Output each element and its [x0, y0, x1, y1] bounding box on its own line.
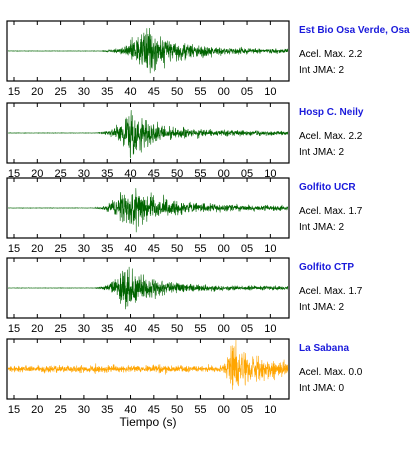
x-tick-label: 00	[218, 323, 230, 335]
x-tick-label: 25	[54, 323, 66, 335]
waveform-trace	[8, 110, 288, 159]
x-tick-label: 30	[78, 404, 90, 416]
panel-frame	[6, 338, 290, 400]
x-tick-label: 05	[241, 168, 253, 180]
x-tick-label: 50	[171, 86, 183, 98]
x-tick-label: 45	[148, 168, 160, 180]
panel-2: 15 20 25 30 35 40 45 50 55 00 05 10 Hosp C. Neily Ace…	[6, 102, 364, 180]
x-tick-label: 45	[148, 323, 160, 335]
x-tick-label: 00	[218, 168, 230, 180]
panel-frame	[6, 177, 290, 239]
x-tick-label: 00	[218, 404, 230, 416]
x-tick-label: 20	[31, 86, 43, 98]
waveform-trace	[8, 340, 288, 390]
x-tick-label: 05	[241, 86, 253, 98]
x-tick-label: 30	[78, 243, 90, 255]
panel-frame	[6, 20, 290, 82]
x-tick-label: 55	[194, 404, 206, 416]
panel-frame	[6, 257, 290, 319]
x-tick-label: 05	[241, 404, 253, 416]
max-accel-label: Acel. Max. 2.2	[299, 131, 363, 142]
x-tick-label: 15	[8, 168, 20, 180]
max-accel-label: Acel. Max. 1.7	[299, 206, 363, 217]
x-tick-label: 35	[101, 404, 113, 416]
station-name: Est Bio Osa Verde, Osa	[299, 25, 410, 36]
x-tick-label: 50	[171, 323, 183, 335]
waveform-trace	[8, 188, 288, 233]
panels-layer: 15 20 25 30 35 40 45 50 55 00 05 10 Est Bio Osa Verd…	[6, 20, 410, 416]
x-tick-label: 10	[264, 323, 276, 335]
x-axis-title: Tiempo (s)	[120, 415, 177, 429]
x-tick-label: 25	[54, 168, 66, 180]
jma-intensity-label: Int JMA: 2	[299, 147, 344, 158]
x-tick-label: 50	[171, 168, 183, 180]
x-tick-label: 45	[148, 404, 160, 416]
x-tick-label: 15	[8, 86, 20, 98]
panel-frame	[6, 102, 290, 164]
x-tick-label: 35	[101, 168, 113, 180]
x-tick-label: 40	[124, 86, 136, 98]
x-tick-label: 10	[264, 243, 276, 255]
panel-4: 15 20 25 30 35 40 45 50 55 00 05 10 Golfito CTP Acel.…	[6, 257, 363, 335]
x-tick-label: 20	[31, 404, 43, 416]
x-tick-label: 45	[148, 86, 160, 98]
x-tick-label: 25	[54, 86, 66, 98]
waveform-trace	[8, 266, 288, 310]
jma-intensity-label: Int JMA: 2	[299, 65, 344, 76]
x-tick-label: 25	[54, 404, 66, 416]
x-tick-label: 05	[241, 323, 253, 335]
panel-1: 15 20 25 30 35 40 45 50 55 00 05 10 Est Bio Osa Verd…	[6, 20, 410, 98]
x-tick-label: 55	[194, 86, 206, 98]
x-tick-label: 10	[264, 404, 276, 416]
x-tick-label: 35	[101, 323, 113, 335]
x-tick-label: 15	[8, 323, 20, 335]
x-tick-label: 10	[264, 168, 276, 180]
x-tick-label: 20	[31, 243, 43, 255]
max-accel-label: Acel. Max. 1.7	[299, 286, 363, 297]
x-tick-label: 30	[78, 168, 90, 180]
x-tick-label: 55	[194, 243, 206, 255]
x-tick-label: 30	[78, 86, 90, 98]
x-tick-label: 25	[54, 243, 66, 255]
station-name: Golfito CTP	[299, 262, 354, 273]
x-tick-label: 50	[171, 243, 183, 255]
x-tick-label: 40	[124, 168, 136, 180]
x-tick-label: 55	[194, 323, 206, 335]
x-tick-label: 15	[8, 404, 20, 416]
x-tick-label: 20	[31, 168, 43, 180]
x-tick-label: 10	[264, 86, 276, 98]
x-tick-label: 40	[124, 323, 136, 335]
x-tick-label: 00	[218, 86, 230, 98]
panel-3: 15 20 25 30 35 40 45 50 55 00 05 10 Golfito UCR Acel.…	[6, 177, 363, 255]
max-accel-label: Acel. Max. 2.2	[299, 49, 363, 60]
x-tick-label: 00	[218, 243, 230, 255]
waveform-trace	[8, 28, 288, 74]
x-tick-label: 05	[241, 243, 253, 255]
max-accel-label: Acel. Max. 0.0	[299, 367, 363, 378]
x-tick-label: 45	[148, 243, 160, 255]
x-tick-label: 40	[124, 243, 136, 255]
station-name: Hosp C. Neily	[299, 107, 364, 118]
x-tick-label: 35	[101, 243, 113, 255]
x-tick-label: 40	[124, 404, 136, 416]
jma-intensity-label: Int JMA: 0	[299, 383, 344, 394]
jma-intensity-label: Int JMA: 2	[299, 222, 344, 233]
x-tick-label: 50	[171, 404, 183, 416]
jma-intensity-label: Int JMA: 2	[299, 302, 344, 313]
x-tick-label: 35	[101, 86, 113, 98]
x-tick-label: 20	[31, 323, 43, 335]
panel-5: 15 20 25 30 35 40 45 50 55 00 05 10 La Sabana Acel. M…	[6, 338, 363, 416]
x-tick-label: 55	[194, 168, 206, 180]
x-tick-label: 15	[8, 243, 20, 255]
x-tick-label: 30	[78, 323, 90, 335]
station-name: La Sabana	[299, 343, 349, 354]
station-name: Golfito UCR	[299, 182, 356, 193]
